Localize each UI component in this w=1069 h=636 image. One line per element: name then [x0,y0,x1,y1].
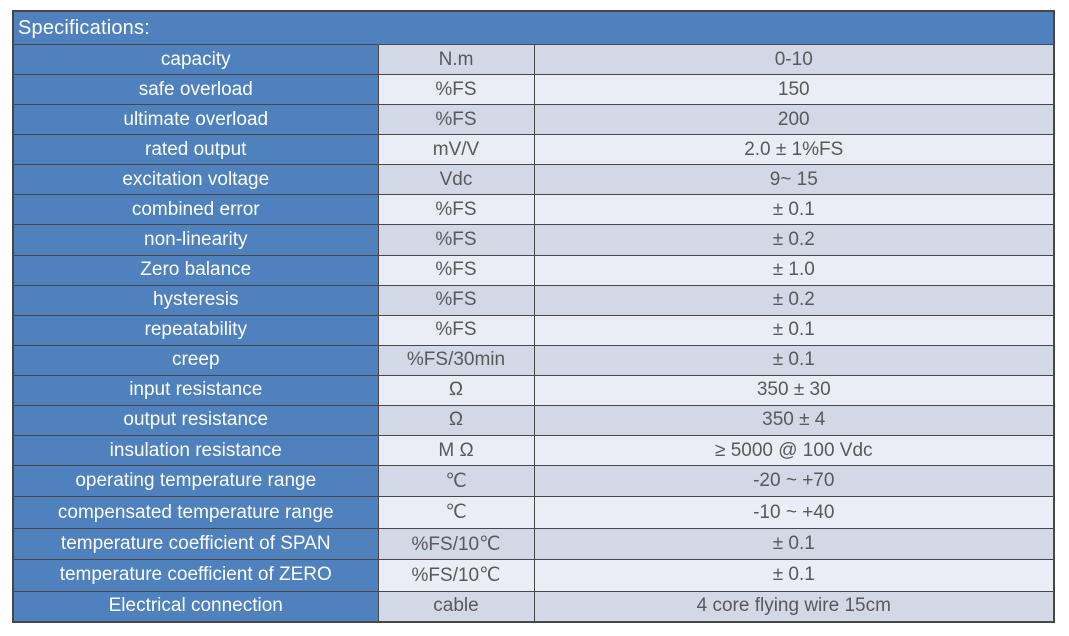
table-row: capacity N.m 0-10 [12,43,1055,76]
value-cell: ≥ 5000 @ 100 Vdc [533,435,1055,467]
unit-cell: %FS [377,194,535,226]
unit-cell: Ω [377,404,535,437]
specifications-table: Specifications: capacity N.m 0-10 safe o… [12,10,1056,623]
parameter-cell: input resistance [12,374,379,406]
parameter-cell: non-linearity [12,224,379,256]
unit-cell: cable [377,590,535,623]
value-cell: 4 core flying wire 15cm [533,590,1055,623]
parameter-cell: temperature coefficient of SPAN [12,527,379,561]
value-cell: ± 0.2 [533,224,1055,256]
parameter-cell: capacity [12,43,379,76]
parameter-cell: Electrical connection [12,590,379,623]
unit-cell: %FS/10℃ [377,559,535,592]
value-cell: ± 0.1 [533,559,1055,592]
table-row: excitation voltage Vdc 9~ 15 [12,164,1055,196]
value-cell: 350 ± 30 [533,374,1055,406]
unit-cell: %FS/30min [377,344,535,376]
unit-cell: N.m [377,43,535,76]
unit-cell: %FS [377,224,535,256]
parameter-cell: excitation voltage [12,164,379,196]
value-cell: ± 1.0 [533,254,1055,286]
value-cell: 200 [533,104,1055,136]
unit-cell: Vdc [377,164,535,196]
value-cell: ± 0.1 [533,527,1055,561]
parameter-cell: temperature coefficient of ZERO [12,559,379,592]
parameter-cell: creep [12,344,379,376]
value-cell: ± 0.1 [533,344,1055,376]
value-cell: ± 0.2 [533,284,1055,316]
parameter-cell: ultimate overload [12,104,379,136]
value-cell: 9~ 15 [533,164,1055,196]
parameter-cell: Zero balance [12,254,379,286]
table-title-row: Specifications: [12,10,1055,45]
unit-cell: M Ω [377,435,535,467]
table-row: repeatability %FS ± 0.1 [12,314,1055,346]
table-row: creep %FS/30min ± 0.1 [12,344,1055,376]
table-row: compensated temperature range ℃ -10 ~ +4… [12,496,1055,529]
table-title: Specifications: [12,10,1055,45]
unit-cell: %FS [377,104,535,136]
unit-cell: %FS [377,314,535,346]
value-cell: -20 ~ +70 [533,465,1055,498]
parameter-cell: operating temperature range [12,465,379,498]
table-row: Electrical connection cable 4 core flyin… [12,590,1055,623]
unit-cell: %FS [377,74,535,106]
table-row: ultimate overload %FS 200 [12,104,1055,136]
table-row: input resistance Ω 350 ± 30 [12,374,1055,406]
value-cell: -10 ~ +40 [533,496,1055,529]
unit-cell: %FS/10℃ [377,527,535,561]
parameter-cell: rated output [12,134,379,166]
unit-cell: %FS [377,254,535,286]
table-row: output resistance Ω 350 ± 4 [12,404,1055,437]
value-cell: 2.0 ± 1%FS [533,134,1055,166]
unit-cell: ℃ [377,496,535,529]
table-row: temperature coefficient of SPAN %FS/10℃ … [12,527,1055,561]
table-row: insulation resistance M Ω ≥ 5000 @ 100 V… [12,435,1055,467]
parameter-cell: insulation resistance [12,435,379,467]
unit-cell: Ω [377,374,535,406]
unit-cell: mV/V [377,134,535,166]
table-row: hysteresis %FS ± 0.2 [12,284,1055,316]
value-cell: ± 0.1 [533,194,1055,226]
parameter-cell: repeatability [12,314,379,346]
parameter-cell: safe overload [12,74,379,106]
value-cell: 350 ± 4 [533,404,1055,437]
value-cell: 150 [533,74,1055,106]
table-row: Zero balance %FS ± 1.0 [12,254,1055,286]
table-row: temperature coefficient of ZERO %FS/10℃ … [12,559,1055,592]
table-row: operating temperature range ℃ -20 ~ +70 [12,465,1055,498]
value-cell: 0-10 [533,43,1055,76]
parameter-cell: combined error [12,194,379,226]
table-body: capacity N.m 0-10 safe overload %FS 150 … [12,43,1055,623]
value-cell: ± 0.1 [533,314,1055,346]
parameter-cell: hysteresis [12,284,379,316]
table-row: combined error %FS ± 0.1 [12,194,1055,226]
table-row: non-linearity %FS ± 0.2 [12,224,1055,256]
parameter-cell: output resistance [12,404,379,437]
table-row: safe overload %FS 150 [12,74,1055,106]
table-row: rated output mV/V 2.0 ± 1%FS [12,134,1055,166]
unit-cell: ℃ [377,465,535,498]
parameter-cell: compensated temperature range [12,496,379,529]
unit-cell: %FS [377,284,535,316]
